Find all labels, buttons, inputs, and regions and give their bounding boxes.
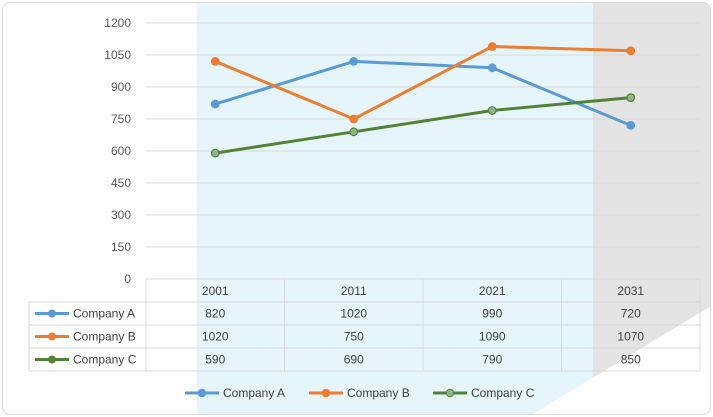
table-row-label: Company B [73, 330, 136, 344]
y-tick-label: 600 [111, 144, 131, 158]
legend-label: Company A [223, 386, 285, 400]
data-point [210, 148, 220, 158]
data-point [487, 63, 497, 73]
y-tick-label: 0 [124, 272, 131, 286]
table-cell-value: 1020 [202, 330, 229, 344]
data-point [349, 114, 359, 124]
y-tick-label: 900 [111, 80, 131, 94]
table-cell-value: 1090 [479, 330, 506, 344]
series-line [215, 96, 631, 155]
shaded-band-light-blue [197, 3, 593, 414]
data-point [210, 57, 220, 66]
table-row-label: Company A [73, 307, 135, 321]
y-tick-label: 450 [111, 176, 131, 190]
series-line [214, 44, 631, 121]
table-cell-value: 1020 [340, 307, 367, 321]
table-legend-key-marker [48, 355, 56, 364]
x-category-label: 2021 [479, 284, 506, 298]
x-category-label: 2011 [341, 284, 367, 298]
legend-label: Company B [347, 386, 410, 400]
table-cell-value: 750 [344, 330, 364, 344]
table-cell-value: 720 [621, 307, 641, 321]
table-cell-value: 590 [205, 353, 225, 367]
data-point [487, 42, 497, 51]
legend-key-marker [321, 388, 331, 398]
y-tick-label: 1050 [104, 48, 131, 62]
x-category-label: 2001 [202, 284, 229, 298]
y-tick-label: 300 [111, 208, 131, 222]
data-point [349, 57, 359, 66]
data-point [349, 127, 359, 137]
y-tick-label: 750 [111, 112, 131, 126]
data-point [626, 93, 636, 103]
table-legend-key-marker [48, 332, 56, 341]
data-point [487, 106, 497, 115]
legend-key-marker [197, 388, 207, 398]
table-cell-value: 690 [344, 353, 364, 367]
table-cell-value: 1070 [617, 330, 644, 344]
data-point [210, 99, 220, 109]
table-cell-value: 790 [482, 353, 502, 367]
y-tick-label: 1200 [104, 16, 131, 30]
data-point [626, 46, 636, 56]
line-chart: 0 150 300 450 600 750 900 1050 1200 2001 2011 2021 2… [28, 3, 710, 414]
x-category-label: 2031 [617, 284, 644, 298]
series-line [214, 59, 632, 127]
y-tick-label: 150 [111, 240, 131, 254]
shade-cut-corner [532, 306, 710, 414]
table-cell-value: 990 [482, 307, 502, 321]
table-cell-value: 820 [205, 307, 225, 321]
table-legend-key-marker [48, 309, 56, 318]
legend-label: Company C [471, 386, 535, 400]
table-cell-value: 850 [621, 353, 641, 367]
data-point [626, 120, 636, 130]
table-row-label: Company C [73, 353, 137, 367]
legend-key-marker [445, 388, 455, 398]
